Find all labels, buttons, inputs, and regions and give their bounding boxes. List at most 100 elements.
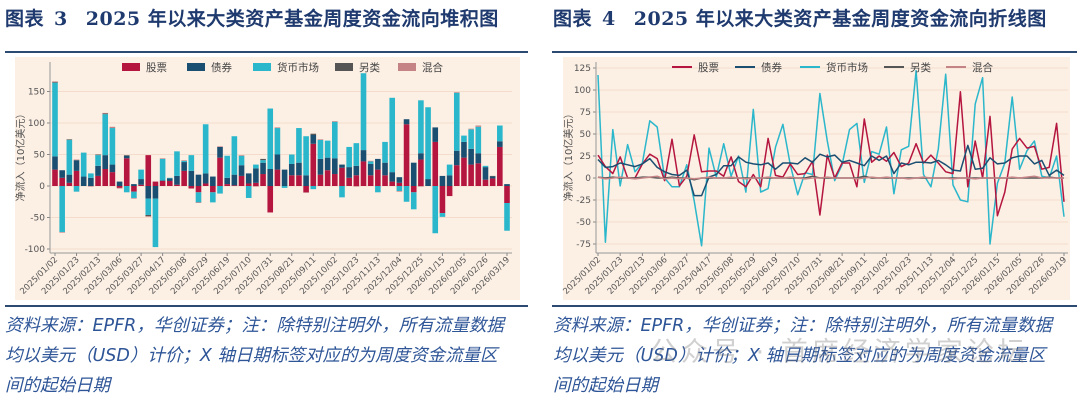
bar-segment-money_market — [353, 143, 360, 166]
y-tick-label: 100 — [28, 119, 45, 129]
bar-segment-equity — [389, 181, 396, 186]
bar-segment-equity — [73, 170, 80, 186]
bar-segment-money_market — [166, 177, 173, 179]
bar-segment-equity — [202, 183, 209, 186]
bar-segment-equity — [317, 174, 324, 186]
bar-segment-bond — [288, 163, 295, 176]
right-footnote-line-1: 资料来源：EPFR，华创证券；注：除特别注明外，所有流量数据 — [553, 316, 1052, 336]
bar-segment-mixed — [73, 159, 80, 161]
series-line-bond — [597, 144, 1065, 197]
bar-segment-equity — [504, 186, 510, 204]
bar-segment-money_market — [439, 213, 446, 217]
bar-segment-money_market — [418, 100, 424, 154]
y-tick-label: -25 — [576, 196, 591, 206]
bar-segment-bond — [52, 156, 58, 170]
bar-segment-alternative — [489, 175, 496, 177]
bar-segment-bond — [310, 134, 317, 144]
bar-segment-money_market — [88, 173, 94, 178]
bar-segment-equity — [59, 177, 65, 186]
bar-segment-bond — [238, 165, 245, 176]
bar-segment-money_market — [504, 203, 510, 231]
bar-segment-equity — [238, 175, 245, 186]
bar-segment-equity — [152, 181, 159, 186]
bar-segment-mixed — [353, 186, 360, 187]
bar-segment-bond — [410, 162, 417, 186]
left-figure-title: 图表 3 2025 年以来大类资产基金周度资金流向堆积图 — [5, 4, 499, 31]
bar-segment-money_market — [59, 186, 65, 232]
right-figure-label: 图表 — [553, 8, 593, 30]
bar-segment-mixed — [195, 202, 202, 204]
bar-segment-bond — [461, 141, 467, 158]
bar-segment-mixed — [59, 231, 65, 233]
bar-segment-bond — [389, 172, 396, 182]
bar-segment-bond — [131, 184, 137, 186]
bar-segment-money_market — [159, 158, 166, 181]
bar-segment-equity — [468, 164, 474, 186]
bar-segment-alternative — [310, 133, 317, 135]
bar-segment-equity — [461, 157, 467, 186]
bar-segment-money_market — [109, 128, 116, 165]
bar-segment-equity — [253, 182, 259, 186]
bar-segment-bond — [102, 155, 109, 169]
bar-segment-money_market — [245, 186, 252, 198]
bar-segment-bond — [439, 175, 446, 186]
bar-segment-equity — [217, 157, 223, 186]
bar-segment-bond — [145, 186, 152, 199]
bar-segment-equity — [446, 186, 453, 197]
bar-segment-equity — [497, 146, 503, 186]
bar-segment-bond — [274, 154, 281, 170]
bar-segment-equity — [166, 180, 173, 186]
bar-segment-money_market — [468, 129, 474, 149]
y-tick-label: 0 — [39, 182, 45, 192]
bar-segment-bond — [482, 167, 489, 180]
bar-segment-bond — [346, 167, 352, 178]
bar-segment-money_market — [174, 151, 180, 176]
bar-segment-equity — [102, 168, 109, 186]
bar-segment-mixed — [52, 81, 58, 83]
right-figure-number: 4 — [602, 8, 616, 30]
bar-segment-equity — [245, 183, 252, 186]
bar-segment-equity — [159, 180, 166, 186]
bar-segment-mixed — [468, 128, 474, 130]
bar-segment-mixed — [332, 121, 338, 122]
left-footnote-line-3: 间的起始日期 — [5, 376, 110, 396]
bar-segment-mixed — [418, 186, 424, 187]
bar-segment-alternative — [145, 214, 152, 217]
right-title-rule — [552, 51, 1077, 53]
bar-segment-equity — [260, 174, 266, 186]
bar-segment-equity — [296, 175, 302, 186]
right-footnote-line-2: 均以美元（USD）计价；X 轴日期标签对应的为周度资金流量区 — [553, 346, 1046, 366]
bar-segment-bond — [432, 127, 439, 142]
bar-segment-bond — [253, 168, 259, 183]
bar-segment-money_market — [317, 140, 324, 159]
bar-segment-money_market — [446, 164, 453, 176]
y-tick-label: 0 — [585, 174, 591, 184]
left-figure-number: 3 — [54, 8, 68, 30]
bar-segment-equity — [346, 177, 352, 186]
bar-segment-equity — [66, 182, 73, 186]
bar-segment-money_market — [375, 186, 381, 193]
bar-segment-alternative — [66, 139, 73, 141]
bar-segment-money_market — [288, 154, 295, 164]
y-axis-label: 净流入（10亿美元） — [14, 109, 27, 202]
bar-segment-equity — [95, 175, 101, 186]
bar-segment-equity — [52, 169, 58, 186]
bar-segment-equity — [482, 179, 489, 186]
bar-segment-mixed — [396, 191, 403, 192]
legend-label-equity: 股票 — [698, 62, 719, 74]
bar-segment-equity — [145, 155, 152, 186]
bar-segment-mixed — [253, 186, 259, 187]
bar-segment-bond — [453, 150, 460, 166]
bar-segment-bond — [66, 174, 73, 183]
bar-segment-equity — [332, 174, 338, 186]
y-tick-label: 125 — [574, 64, 591, 74]
bar-segment-mixed — [238, 155, 245, 156]
bar-segment-equity — [224, 184, 230, 186]
bar-segment-equity — [138, 184, 144, 186]
legend-label-alternative: 另类 — [359, 61, 380, 74]
right-figure-title-text: 2025 年以来大类资产基金周度资金流向折线图 — [633, 8, 1047, 30]
bar-segment-mixed — [274, 127, 281, 129]
bar-segment-bond — [446, 175, 453, 186]
bar-segment-money_market — [267, 108, 274, 169]
bar-segment-equity — [396, 182, 403, 186]
